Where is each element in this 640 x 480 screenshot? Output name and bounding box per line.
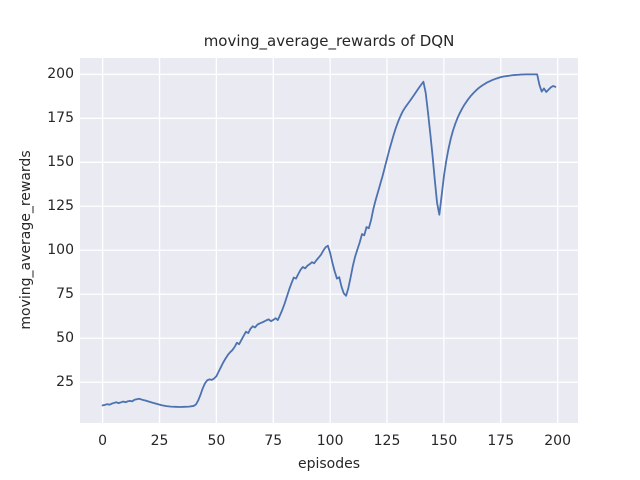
x-tick-label: 100 xyxy=(316,433,344,449)
y-tick-label: 150 xyxy=(47,153,74,170)
x-tick-label: 125 xyxy=(373,433,401,449)
x-tick-label: 150 xyxy=(430,433,458,449)
x-tick-label: 75 xyxy=(264,433,283,449)
y-tick-label: 50 xyxy=(56,329,74,346)
y-tick-label: 25 xyxy=(56,373,74,390)
x-tick-label: 175 xyxy=(487,433,515,449)
y-tick-label: 75 xyxy=(56,285,74,302)
chart-title: moving_average_rewards of DQN xyxy=(203,32,455,50)
axes-background xyxy=(80,58,578,423)
x-tick-label: 200 xyxy=(544,433,571,449)
y-tick-label: 200 xyxy=(47,65,74,82)
chart-canvas xyxy=(80,58,578,423)
data-line xyxy=(101,73,557,408)
x-tick-label: 0 xyxy=(98,433,108,449)
x-tick-label: 25 xyxy=(150,433,169,449)
x-axis-label: episodes xyxy=(297,456,361,472)
x-tick-label: 50 xyxy=(207,433,226,449)
y-tick-label: 175 xyxy=(47,109,74,126)
y-tick-label: 125 xyxy=(47,197,74,214)
y-tick-label: 100 xyxy=(47,241,74,258)
plot-area xyxy=(80,58,578,423)
y-axis-label: moving_average_rewards xyxy=(18,150,34,330)
